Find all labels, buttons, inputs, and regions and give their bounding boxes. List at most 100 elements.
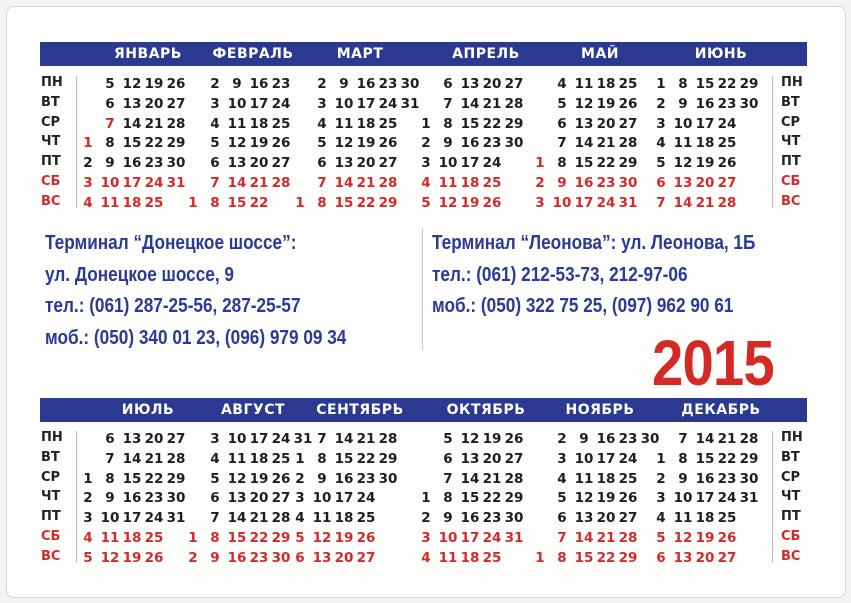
day-cell: 15 (122, 470, 142, 487)
day-cell: 24 (356, 490, 376, 507)
empty-cell (182, 430, 204, 450)
day-cell: 7 (678, 431, 688, 447)
week-day-row: 7 14 21 28 (415, 93, 525, 113)
day-cell: 16 (122, 490, 142, 507)
day-cell: 24 (482, 155, 502, 172)
day-cell: 19 (334, 529, 354, 546)
day-cell: 16 (334, 470, 354, 487)
day-cell: 12 (673, 155, 693, 172)
week-day-row: 3 10 17 24 31 (77, 172, 187, 192)
day-cell: 3 (317, 95, 327, 112)
week-day-row: 7 14 21 28 (529, 527, 661, 547)
day-cell: 29 (378, 450, 398, 467)
day-cell: 24 (378, 95, 398, 112)
day-cell: 12 (312, 529, 332, 546)
day-cell: 22 (717, 76, 737, 92)
week-day-row: 5 12 19 26 (182, 468, 314, 488)
day-cell: 9 (579, 431, 589, 447)
week-day-row: 1 8 15 22 29 (529, 152, 639, 172)
day-cell: 9 (105, 155, 115, 172)
day-cell: 23 (144, 155, 164, 172)
day-cell: 14 (122, 450, 142, 467)
week-day-row: 2 9 16 23 30 (77, 487, 187, 507)
day-cell: 28 (717, 194, 737, 211)
day-cell: 1 (656, 450, 666, 467)
day-cell: 18 (695, 135, 715, 152)
day-cell: 11 (574, 470, 594, 487)
day-cell: 18 (122, 194, 142, 211)
day-cell: 11 (227, 115, 247, 132)
month-grid: 2 9 16 23 3 10 17 24 4 11 18 25 5 12 19 26 6 13 20 27 7… (182, 73, 292, 212)
day-cell: 8 (105, 135, 115, 152)
day-cell: 17 (460, 529, 480, 546)
day-cell: 19 (695, 155, 715, 172)
day-cell: 21 (482, 470, 502, 487)
week-day-row: 2 9 16 23 30 (289, 73, 421, 93)
day-cell: 28 (739, 431, 759, 447)
week-day-row: 1 8 15 22 29 (77, 132, 187, 152)
day-cell: 22 (717, 450, 737, 467)
year-title: 2015 (652, 327, 775, 399)
divider (76, 431, 77, 563)
day-cell: 12 (460, 431, 480, 447)
day-cell: 17 (122, 174, 142, 191)
day-cell: 13 (227, 490, 247, 507)
weekday-label: ЧТ (41, 134, 61, 150)
day-cell: 12 (574, 490, 594, 507)
empty-cell (289, 95, 311, 115)
day-cell: 12 (122, 76, 142, 92)
day-cell: 11 (673, 510, 693, 527)
day-cell: 28 (378, 431, 398, 447)
terminal-title: Терминал “Леонова”: ул. Леонова, 1Б (432, 232, 756, 254)
day-cell: 11 (673, 135, 693, 152)
day-cell: 23 (596, 174, 616, 191)
week-day-row: 7 14 21 28 (650, 428, 760, 448)
week-day-row: 6 13 20 27 (289, 547, 399, 567)
day-cell: 4 (210, 115, 220, 132)
day-cell: 7 (105, 115, 115, 132)
week-day-row: 6 13 20 27 (650, 172, 760, 192)
day-cell: 22 (249, 529, 269, 546)
day-cell: 7 (557, 529, 567, 546)
day-cell: 23 (482, 135, 502, 152)
day-cell: 24 (596, 194, 616, 211)
week-day-row: 5 12 19 26 (289, 527, 399, 547)
day-cell: 21 (356, 431, 376, 447)
day-cell: 1 (188, 194, 198, 211)
day-cell: 10 (312, 490, 332, 507)
weekday-label: ВТ (41, 449, 60, 465)
day-cell: 29 (618, 549, 638, 566)
weekday-labels-top-left: ПН ВТ СР ЧТ ПТ СБ ВС (41, 73, 75, 212)
day-cell: 13 (460, 76, 480, 92)
day-cell: 7 (557, 135, 567, 152)
day-cell: 27 (504, 450, 524, 467)
week-day-row: 3 10 17 24 (529, 448, 661, 468)
day-cell: 21 (695, 194, 715, 211)
day-cell: 17 (356, 95, 376, 112)
month-header-band-bottom: ИЮЛЬ АВГУСТ СЕНТЯБРЬ ОКТЯБРЬ НОЯБРЬ ДЕКАБРЬ (40, 398, 807, 422)
day-cell: 26 (356, 529, 376, 546)
day-cell: 20 (695, 549, 715, 566)
week-day-row: 7 14 21 28 (77, 113, 187, 133)
day-cell: 24 (271, 95, 291, 112)
day-cell: 8 (678, 450, 688, 467)
day-cell: 10 (574, 450, 594, 467)
day-cell: 4 (557, 470, 567, 487)
day-cell: 22 (144, 470, 164, 487)
day-cell: 8 (317, 450, 327, 467)
week-day-row: 6 13 20 27 (77, 93, 187, 113)
day-cell: 27 (271, 155, 291, 172)
day-cell: 29 (504, 490, 524, 507)
week-day-row: 5 12 19 26 (289, 132, 421, 152)
day-cell: 21 (482, 95, 502, 112)
day-cell: 30 (640, 431, 660, 447)
month-grid: 5 12 19 26 6 13 20 27 7 14 21 28 1 8 15 22 29 2 9 16 23 30 3… (77, 73, 187, 212)
empty-cell (415, 450, 437, 470)
divider (76, 76, 77, 208)
day-cell: 2 (421, 135, 431, 152)
day-cell: 4 (210, 450, 220, 467)
week-day-row: 5 12 19 26 (182, 132, 292, 152)
day-cell: 11 (438, 549, 458, 566)
day-cell: 22 (482, 115, 502, 132)
day-cell: 18 (596, 470, 616, 487)
